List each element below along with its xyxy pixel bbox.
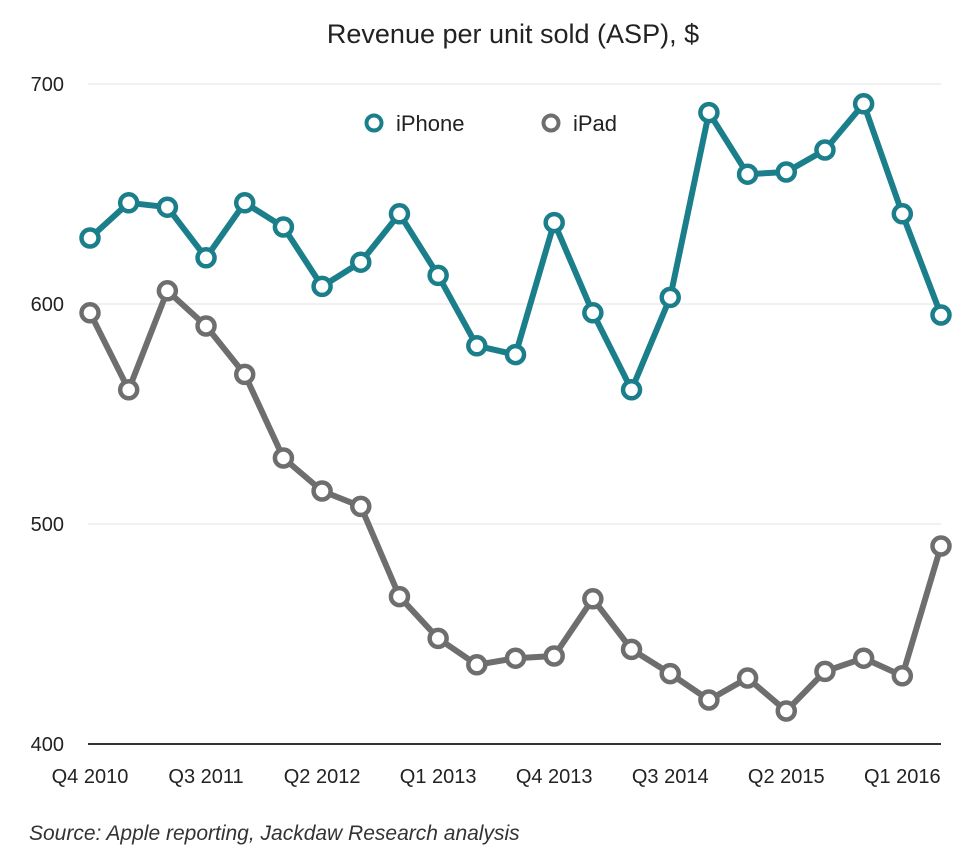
- x-tick-label: Q4 2010: [52, 766, 129, 788]
- data-point-ipad: [543, 645, 565, 667]
- data-point-iphone: [79, 227, 101, 249]
- y-tick-label-400: 400: [31, 734, 64, 756]
- data-point-iphone: [195, 247, 217, 269]
- data-point-ipad: [852, 647, 875, 669]
- legend-label-ipad: iPad: [573, 111, 617, 136]
- data-point-iphone: [311, 275, 333, 298]
- x-tick-label: Q3 2011: [168, 766, 243, 788]
- data-point-iphone: [775, 161, 798, 183]
- data-point-ipad: [427, 627, 449, 650]
- legend-marker-iphone: [364, 113, 384, 133]
- x-tick-label: Q3 2014: [632, 766, 709, 788]
- data-point-iphone: [427, 264, 449, 287]
- data-point-iphone: [930, 304, 952, 326]
- legend-item-ipad: iPad: [541, 111, 617, 136]
- legend-item-iphone: iPhone: [364, 111, 465, 136]
- data-point-iphone: [272, 216, 295, 238]
- y-tick-label-700: 700: [31, 74, 64, 96]
- grid-lines: [88, 83, 941, 525]
- data-point-ipad: [466, 654, 488, 676]
- data-point-ipad: [659, 662, 681, 685]
- legend-label-iphone: iPhone: [396, 111, 465, 136]
- x-tick-label: Q4 2013: [516, 766, 593, 788]
- legend: iPhone iPad: [364, 111, 617, 136]
- data-point-ipad: [311, 480, 333, 502]
- data-point-iphone: [814, 139, 836, 161]
- data-point-iphone: [736, 163, 759, 185]
- y-tick-label-600: 600: [31, 294, 64, 316]
- series-ipad: [79, 280, 952, 722]
- data-point-ipad: [814, 660, 836, 683]
- data-point-ipad: [736, 667, 759, 689]
- series-layer: [79, 93, 952, 722]
- data-point-ipad: [930, 535, 952, 557]
- data-point-ipad: [233, 363, 256, 386]
- data-point-iphone: [891, 203, 914, 225]
- data-point-iphone: [620, 379, 643, 401]
- data-point-ipad: [388, 585, 411, 608]
- data-point-iphone: [466, 335, 488, 357]
- data-point-ipad: [79, 302, 101, 324]
- x-tick-label: Q1 2016: [864, 766, 941, 788]
- data-point-iphone: [582, 302, 604, 324]
- data-point-iphone: [350, 251, 372, 273]
- data-point-ipad: [272, 447, 295, 469]
- source-note: Source: Apple reporting, Jackdaw Researc…: [29, 822, 520, 845]
- data-point-iphone: [233, 192, 256, 214]
- data-point-iphone: [504, 343, 527, 366]
- chart-title: Revenue per unit sold (ASP), $: [327, 19, 699, 49]
- data-point-ipad: [698, 689, 720, 711]
- data-point-ipad: [891, 665, 914, 687]
- data-point-iphone: [117, 192, 140, 214]
- data-point-iphone: [543, 211, 565, 234]
- data-point-iphone: [388, 203, 411, 225]
- data-point-iphone: [852, 93, 875, 115]
- legend-marker-ipad: [541, 113, 561, 133]
- y-tick-label-500: 500: [31, 514, 64, 536]
- data-point-ipad: [775, 700, 798, 722]
- data-point-ipad: [504, 647, 527, 669]
- x-tick-label: Q1 2013: [400, 766, 477, 788]
- x-tick-label: Q2 2012: [284, 766, 361, 788]
- data-point-ipad: [156, 280, 179, 302]
- x-axis: Q4 2010 Q3 2011 Q2 2012 Q1 2013 Q4 2013 Q3 20…: [52, 743, 941, 788]
- data-point-ipad: [620, 638, 643, 661]
- y-axis: 400 500 600 700: [31, 74, 64, 756]
- data-point-ipad: [350, 495, 372, 518]
- data-point-ipad: [195, 315, 217, 337]
- series-iphone: [79, 93, 952, 401]
- data-point-iphone: [698, 101, 720, 124]
- data-point-iphone: [156, 196, 179, 218]
- data-point-iphone: [659, 286, 681, 309]
- data-point-ipad: [582, 588, 604, 610]
- data-point-ipad: [117, 379, 140, 401]
- x-tick-label: Q2 2015: [748, 766, 825, 788]
